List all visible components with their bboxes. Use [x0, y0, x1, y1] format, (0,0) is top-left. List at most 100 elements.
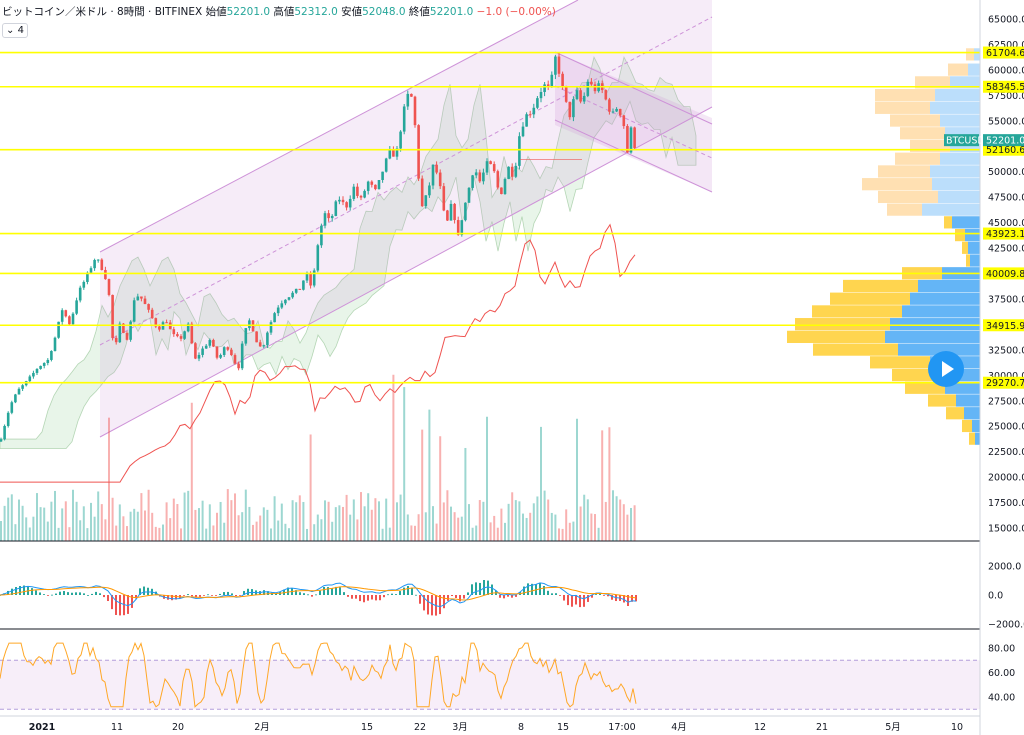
candle-body — [608, 99, 611, 112]
volume-bar — [252, 524, 254, 541]
candle-body — [510, 166, 514, 177]
last-price-tag — [983, 134, 1024, 147]
profile-up — [885, 330, 980, 343]
volume-bar — [576, 418, 578, 541]
volume-bars — [0, 374, 636, 541]
volume-bar — [417, 514, 420, 541]
volume-bar — [331, 521, 334, 541]
candle-body — [53, 337, 57, 351]
macd-line — [0, 582, 637, 608]
macd-histogram-bar — [479, 582, 481, 595]
volume-bar — [108, 417, 110, 541]
candle-body — [456, 220, 460, 235]
macd-histogram-bar — [335, 586, 337, 595]
candle-body — [46, 359, 50, 364]
volume-bar — [370, 509, 373, 541]
profile-up — [898, 343, 980, 356]
candle-body — [507, 166, 510, 179]
macd-histogram-bar — [307, 594, 309, 596]
time-tick-label: 2月 — [254, 722, 270, 733]
candle-body — [244, 328, 248, 344]
candle-body — [208, 339, 212, 346]
candle-body — [158, 326, 161, 330]
candle-body — [129, 321, 132, 340]
volume-bar — [79, 520, 82, 541]
candle-body — [492, 164, 496, 172]
candle-body — [226, 347, 230, 350]
candle-body — [60, 310, 64, 322]
play-icon[interactable] — [928, 351, 964, 387]
profile-up — [902, 305, 980, 318]
volume-bar — [291, 500, 294, 541]
macd-histogram-bar — [547, 590, 549, 595]
candle-body — [532, 107, 536, 115]
volume-bar — [320, 519, 323, 541]
volume-bar — [327, 501, 330, 541]
volume-bar — [381, 528, 384, 541]
candle-body — [413, 96, 417, 126]
volume-bar — [237, 515, 240, 541]
profile-up — [968, 63, 980, 76]
profile-up — [950, 76, 980, 89]
level-tag — [983, 80, 1024, 93]
time-tick-label: 5月 — [885, 722, 901, 733]
macd-histogram-bar — [459, 595, 461, 602]
profile-up — [930, 101, 980, 114]
candle-body — [471, 175, 474, 188]
macd-histogram-bar — [551, 593, 553, 595]
candle-body — [500, 187, 503, 195]
volume-bar — [385, 498, 388, 541]
volume-bar — [565, 509, 568, 541]
macd-histogram-bar — [115, 595, 117, 615]
volume-bar — [378, 501, 380, 541]
candle-body — [618, 108, 622, 116]
volume-bar — [428, 409, 431, 541]
collapse-indicators-button[interactable]: ⌄ 4 — [2, 23, 28, 38]
candle-body — [435, 164, 438, 173]
profile-up — [930, 165, 980, 178]
rsi-tick-label: 40.00 — [988, 693, 1015, 704]
macd-histogram-bar — [103, 595, 105, 598]
low-value: 52048.0 — [362, 6, 406, 18]
level-tag-label: 52160.6 — [986, 145, 1024, 156]
price-tick-label: 20000.0 — [988, 473, 1024, 484]
volume-bar — [493, 515, 496, 541]
candle-body — [266, 332, 269, 346]
macd-histogram-bar — [171, 595, 173, 601]
candle-body — [356, 186, 359, 196]
candle-body — [406, 93, 410, 107]
volume-bar — [97, 491, 100, 541]
candle-body — [633, 127, 636, 148]
volume-bar — [75, 501, 78, 541]
volume-bar — [126, 526, 128, 541]
macd-histogram-bar — [35, 590, 37, 595]
profile-down — [878, 190, 938, 204]
profile-down — [955, 228, 965, 242]
regression-channel — [99, 0, 713, 438]
candle-body — [334, 201, 338, 216]
macd-histogram-bar — [99, 593, 101, 595]
profile-down — [900, 127, 945, 140]
volume-bar — [273, 496, 276, 541]
macd-histogram-bar — [15, 587, 17, 595]
macd-histogram-bar — [135, 595, 137, 599]
candle-body — [125, 332, 129, 340]
macd-histogram-bar — [187, 594, 189, 595]
macd-pane: 2000.0 0.0 −2000.0 — [0, 562, 1024, 631]
volume-bar — [468, 504, 470, 541]
level-tag — [983, 143, 1024, 156]
volume-bar — [147, 489, 150, 541]
macd-histogram-bar — [515, 595, 517, 597]
volume-bar — [190, 402, 193, 541]
volume-bar — [129, 511, 132, 541]
candlesticks — [0, 52, 636, 443]
level-tag-label: 40009.8 — [986, 269, 1024, 280]
volume-bar — [72, 489, 74, 541]
volume-bar — [622, 504, 625, 541]
close-value: 52201.0 — [429, 6, 474, 18]
macd-histogram-bar — [391, 593, 393, 595]
macd-tick-label: 2000.0 — [988, 562, 1021, 573]
candle-body — [201, 348, 204, 355]
candle-body — [237, 363, 240, 369]
candle-body — [590, 81, 593, 85]
